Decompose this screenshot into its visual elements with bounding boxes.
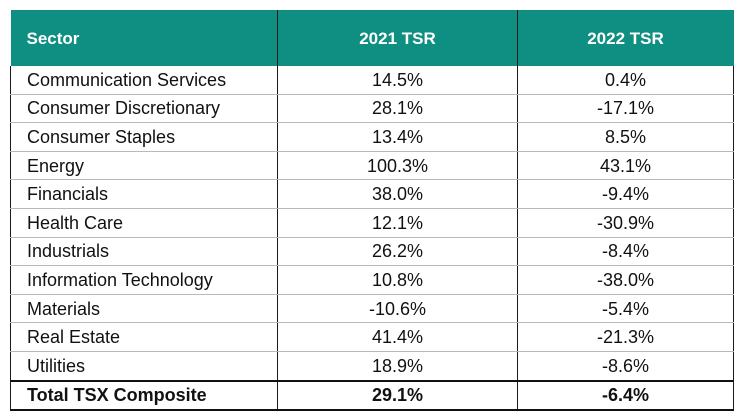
total-tsr-2022-cell: -6.4%	[517, 379, 734, 411]
tsr-2021-cell: -10.6%	[277, 294, 518, 324]
tsr-2022-cell: -5.4%	[517, 294, 734, 324]
sector-cell: Energy	[10, 151, 278, 181]
total-tsr-2021-cell: 29.1%	[277, 379, 518, 411]
sector-cell: Information Technology	[10, 265, 278, 295]
sector-cell: Materials	[10, 294, 278, 324]
table-row: Consumer Discretionary 28.1% -17.1%	[10, 94, 734, 124]
sector-cell: Consumer Discretionary	[10, 94, 278, 124]
tsr-2021-cell: 14.5%	[277, 66, 518, 95]
table-row: Consumer Staples 13.4% 8.5%	[10, 122, 734, 152]
table-row: Information Technology 10.8% -38.0%	[10, 265, 734, 295]
tsr-2022-cell: 8.5%	[517, 122, 734, 152]
header-2021-tsr: 2021 TSR	[277, 10, 518, 66]
tsr-2022-cell: -8.4%	[517, 237, 734, 267]
tsr-2022-cell: -8.6%	[517, 351, 734, 382]
tsr-2022-cell: 43.1%	[517, 151, 734, 181]
table-row: Communication Services 14.5% 0.4%	[10, 66, 734, 95]
tsr-2021-cell: 41.4%	[277, 322, 518, 352]
table-row: Materials -10.6% -5.4%	[10, 294, 734, 324]
tsr-2021-cell: 13.4%	[277, 122, 518, 152]
tsr-2022-cell: -38.0%	[517, 265, 734, 295]
total-row: Total TSX Composite 29.1% -6.4%	[10, 379, 734, 411]
sector-cell: Communication Services	[10, 66, 278, 95]
sector-cell: Health Care	[10, 208, 278, 238]
tsr-2022-cell: 0.4%	[517, 66, 734, 95]
tsr-2021-cell: 10.8%	[277, 265, 518, 295]
header-sector: Sector	[10, 10, 278, 66]
table-row: Industrials 26.2% -8.4%	[10, 237, 734, 267]
tsr-2021-cell: 26.2%	[277, 237, 518, 267]
header-row: Sector 2021 TSR 2022 TSR	[10, 10, 734, 66]
sector-cell: Consumer Staples	[10, 122, 278, 152]
tsr-2022-cell: -30.9%	[517, 208, 734, 238]
sector-cell: Utilities	[10, 351, 278, 382]
tsr-2021-cell: 38.0%	[277, 179, 518, 209]
tsr-2021-cell: 100.3%	[277, 151, 518, 181]
tsr-2022-cell: -17.1%	[517, 94, 734, 124]
sector-tsr-table: Sector 2021 TSR 2022 TSR Communication S…	[10, 10, 734, 411]
sector-cell: Financials	[10, 179, 278, 209]
sector-cell: Real Estate	[10, 322, 278, 352]
table-row: Health Care 12.1% -30.9%	[10, 208, 734, 238]
table-body: Communication Services 14.5% 0.4% Consumer …	[10, 66, 734, 411]
tsr-2021-cell: 12.1%	[277, 208, 518, 238]
tsr-2021-cell: 18.9%	[277, 351, 518, 382]
table-row: Energy 100.3% 43.1%	[10, 151, 734, 181]
table-row: Utilities 18.9% -8.6%	[10, 351, 734, 382]
header-2022-tsr: 2022 TSR	[517, 10, 734, 66]
total-sector-cell: Total TSX Composite	[10, 379, 278, 411]
tsr-2021-cell: 28.1%	[277, 94, 518, 124]
sector-cell: Industrials	[10, 237, 278, 267]
table-row: Financials 38.0% -9.4%	[10, 179, 734, 209]
tsr-table-container: Sector 2021 TSR 2022 TSR Communication S…	[10, 10, 734, 411]
tsr-2022-cell: -9.4%	[517, 179, 734, 209]
tsr-2022-cell: -21.3%	[517, 322, 734, 352]
table-row: Real Estate 41.4% -21.3%	[10, 322, 734, 352]
table-header: Sector 2021 TSR 2022 TSR	[10, 10, 734, 66]
